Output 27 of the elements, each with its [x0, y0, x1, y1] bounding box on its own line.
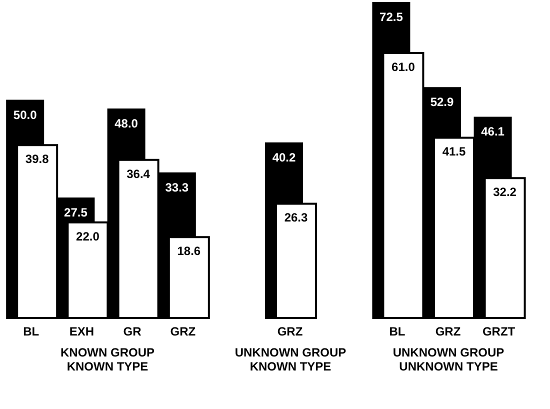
x-tick-label: GRZ: [435, 324, 461, 338]
x-tick-label: BL: [389, 324, 406, 338]
x-tick-label: BL: [23, 324, 40, 338]
x-axis-title: UNKNOWN GROUP UNKNOWN TYPE: [392, 346, 504, 374]
data-label: 61.0: [392, 60, 416, 74]
x-tick-label: GRZ: [277, 324, 303, 338]
x-axis-title: KNOWN GROUP KNOWN TYPE: [60, 346, 154, 374]
data-label: 33.3: [165, 180, 189, 194]
data-label: 41.5: [442, 144, 466, 159]
data-label: 22.0: [76, 229, 100, 244]
data-label: 50.0: [13, 108, 38, 122]
data-label: 39.8: [25, 152, 50, 166]
x-tick-label: GR: [123, 324, 142, 338]
data-label: 72.5: [380, 10, 404, 24]
x-axis-title: UNKNOWN GROUP KNOWN TYPE: [234, 346, 346, 374]
x-tick-label: GRZT: [482, 324, 516, 338]
data-label: 27.5: [64, 206, 88, 220]
data-label: 18.6: [177, 244, 201, 258]
data-label: 32.2: [493, 185, 517, 200]
data-label: 36.4: [126, 166, 150, 181]
x-tick-label: EXH: [69, 324, 94, 338]
data-label: 40.2: [272, 150, 296, 164]
data-label: 52.9: [430, 95, 454, 110]
data-label: 46.1: [481, 124, 505, 139]
data-label: 48.0: [114, 116, 138, 130]
data-label: 26.3: [284, 210, 308, 225]
x-tick-label: GRZ: [170, 324, 196, 338]
